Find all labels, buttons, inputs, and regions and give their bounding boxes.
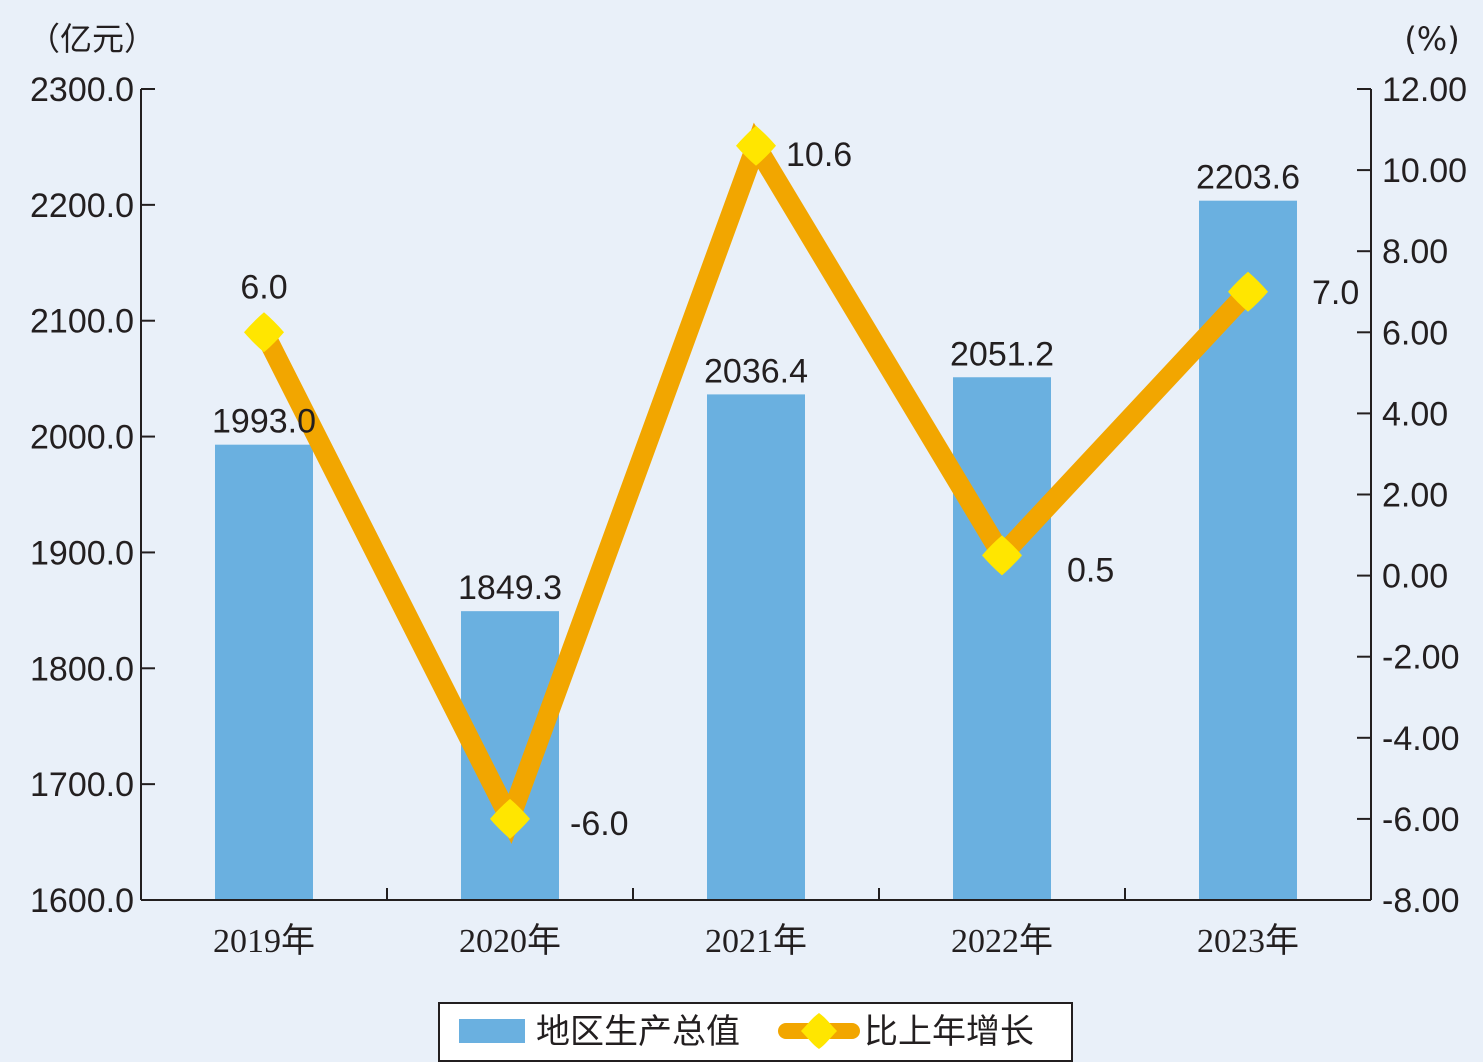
- right-tick-label-7: 6.00: [1382, 314, 1448, 352]
- legend-label-bar: 地区生产总值: [536, 1012, 740, 1052]
- right-tick-label-2: -4.00: [1382, 720, 1460, 758]
- left-axis-unit: （亿元）: [28, 20, 156, 58]
- right-tick-label-4: 0.00: [1382, 558, 1448, 596]
- growth-value-label-4: 7.0: [1312, 274, 1359, 312]
- bar-series: [215, 200, 1297, 900]
- x-tick-label-2: 2021年: [705, 922, 807, 960]
- right-tick-label-0: -8.00: [1382, 882, 1460, 920]
- right-tick-label-8: 8.00: [1382, 233, 1448, 271]
- legend-label-line: 比上年增长: [864, 1012, 1034, 1052]
- x-tick-label-1: 2020年: [459, 922, 561, 960]
- right-tick-label-9: 10.00: [1382, 152, 1467, 190]
- left-tick-label-2: 1800.0: [30, 650, 134, 688]
- bar-value-label-4: 2203.6: [1196, 159, 1300, 197]
- bar-value-label-0: 1993.0: [212, 403, 316, 441]
- bar-0: [215, 444, 313, 900]
- left-tick-label-5: 2100.0: [30, 303, 134, 341]
- legend: 地区生产总值 比上年增长: [438, 1002, 1073, 1062]
- right-tick-label-10: 12.00: [1382, 71, 1467, 109]
- bar-2: [707, 394, 805, 900]
- growth-value-label-3: 0.5: [1067, 551, 1114, 589]
- bar-value-label-2: 2036.4: [704, 352, 808, 390]
- right-tick-label-6: 4.00: [1382, 395, 1448, 433]
- legend-box: [438, 1002, 1073, 1062]
- growth-marker-0: [244, 312, 284, 353]
- legend-swatch-bar: [459, 1019, 525, 1043]
- growth-value-label-2: 10.6: [786, 136, 852, 174]
- right-tick-label-5: 2.00: [1382, 477, 1448, 515]
- x-tick-label-4: 2023年: [1197, 922, 1299, 960]
- left-tick-label-3: 1900.0: [30, 534, 134, 572]
- legend-swatch-marker: [801, 1013, 837, 1049]
- left-tick-label-7: 2300.0: [30, 71, 134, 109]
- growth-marker-3: [982, 535, 1022, 576]
- growth-marker-2: [736, 125, 776, 166]
- left-tick-label-6: 2200.0: [30, 187, 134, 225]
- right-tick-label-3: -2.00: [1382, 639, 1460, 677]
- growth-marker-1: [490, 798, 530, 839]
- x-tick-label-3: 2022年: [951, 922, 1053, 960]
- bar-3: [953, 377, 1051, 900]
- bar-value-label-1: 1849.3: [458, 569, 562, 607]
- right-tick-label-1: -6.00: [1382, 801, 1460, 839]
- left-tick-label-1: 1700.0: [30, 766, 134, 804]
- growth-value-label-1: -6.0: [570, 805, 629, 843]
- bar-value-label-3: 2051.2: [950, 335, 1054, 373]
- left-tick-label-0: 1600.0: [30, 882, 134, 920]
- x-tick-label-0: 2019年: [213, 922, 315, 960]
- left-tick-label-4: 2000.0: [30, 419, 134, 457]
- data-labels: 1993.0 1849.3 2036.4 2051.2 2203.6 6.0 -6.0 10.…: [212, 136, 1359, 843]
- line-series: [244, 122, 1268, 844]
- right-axis-unit: (%): [1404, 20, 1459, 58]
- growth-value-label-0: 6.0: [240, 268, 287, 306]
- growth-marker-4: [1228, 271, 1268, 312]
- axes: 1600.0 1700.0 1800.0 1900.0 2000.0 2100.0 2200…: [30, 71, 1467, 960]
